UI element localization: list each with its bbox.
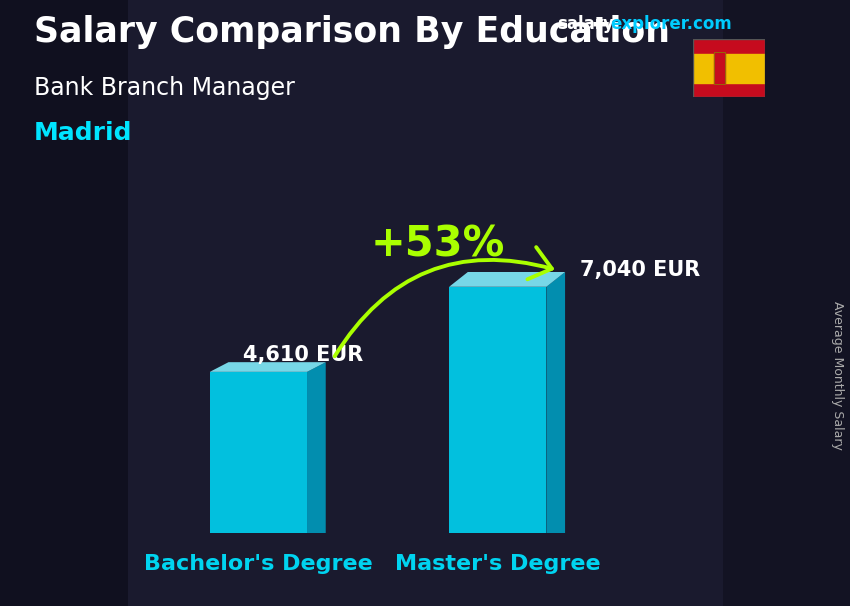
Polygon shape <box>547 272 565 533</box>
Text: 4,610 EUR: 4,610 EUR <box>243 345 364 365</box>
Text: Master's Degree: Master's Degree <box>395 553 601 574</box>
Text: Average Monthly Salary: Average Monthly Salary <box>830 301 844 450</box>
Bar <box>714 52 725 84</box>
Text: Bank Branch Manager: Bank Branch Manager <box>34 76 295 100</box>
Bar <box>693 54 765 82</box>
Text: +53%: +53% <box>371 224 505 265</box>
Polygon shape <box>449 287 547 533</box>
Polygon shape <box>307 362 326 533</box>
Text: Madrid: Madrid <box>34 121 133 145</box>
Text: 7,040 EUR: 7,040 EUR <box>580 260 700 280</box>
Text: Bachelor's Degree: Bachelor's Degree <box>144 553 373 574</box>
Text: salary: salary <box>557 15 614 33</box>
Polygon shape <box>449 272 565 287</box>
Bar <box>0 0 128 606</box>
Text: explorer.com: explorer.com <box>610 15 732 33</box>
FancyArrowPatch shape <box>335 247 552 356</box>
Polygon shape <box>210 362 326 372</box>
Bar <box>722 0 850 606</box>
Text: Salary Comparison By Education: Salary Comparison By Education <box>34 15 670 49</box>
Bar <box>714 52 725 84</box>
Polygon shape <box>210 372 307 533</box>
